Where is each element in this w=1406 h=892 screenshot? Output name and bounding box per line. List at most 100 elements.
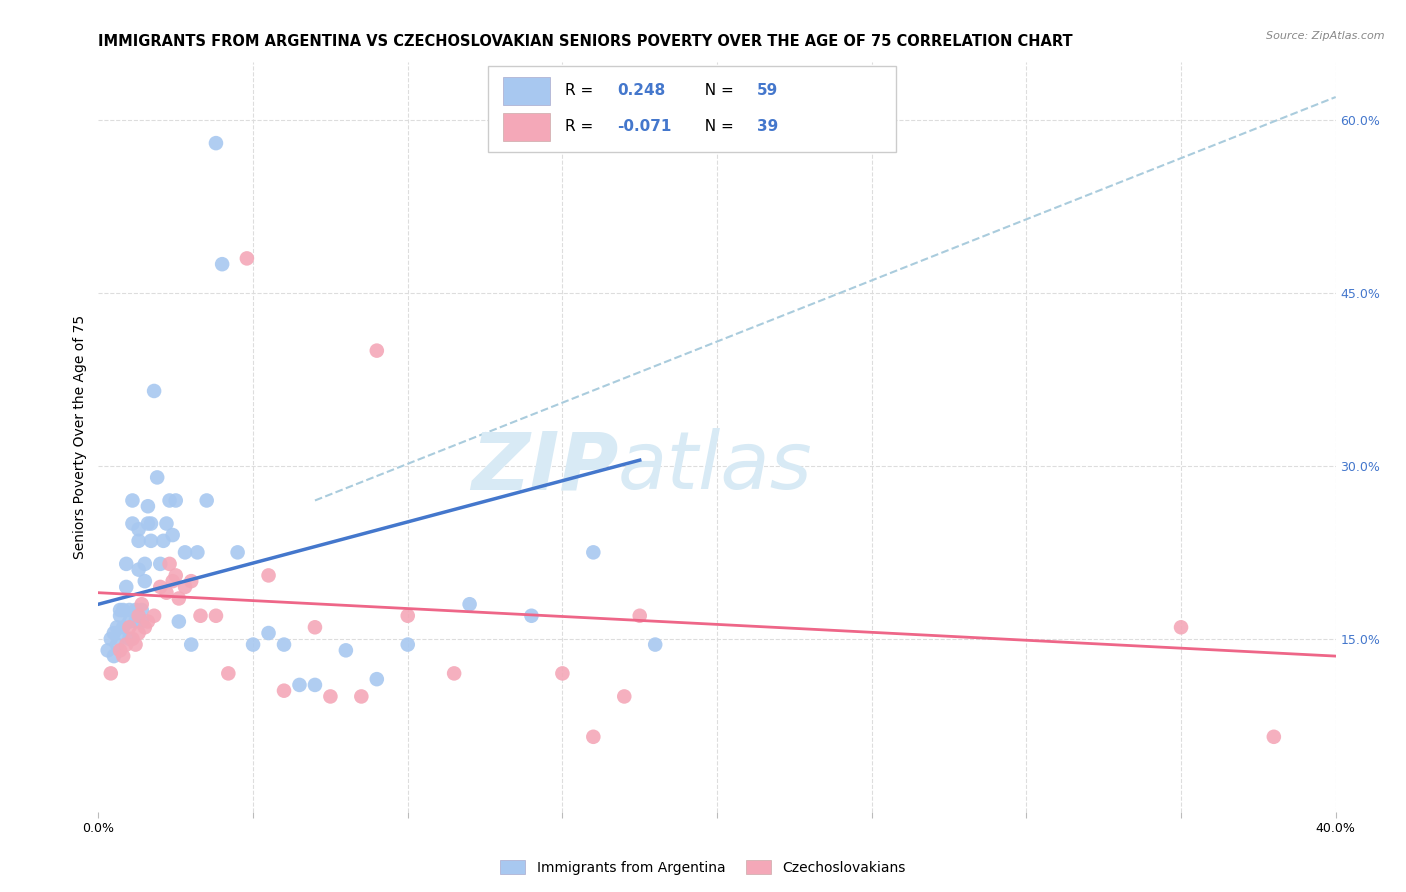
Text: -0.071: -0.071	[617, 120, 671, 135]
Point	[180, 574, 202, 589]
Point	[195, 493, 218, 508]
Point	[366, 672, 388, 686]
Point	[121, 632, 143, 646]
Point	[174, 545, 197, 559]
Point	[159, 493, 181, 508]
Point	[458, 597, 481, 611]
Text: N =: N =	[695, 84, 738, 98]
Text: R =: R =	[565, 120, 598, 135]
Point	[97, 643, 120, 657]
Text: 0.248: 0.248	[617, 84, 665, 98]
Point	[174, 580, 197, 594]
Point	[149, 557, 172, 571]
Point	[319, 690, 342, 704]
Point	[159, 557, 181, 571]
Text: ZIP: ZIP	[471, 428, 619, 506]
Point	[211, 257, 233, 271]
Point	[155, 585, 177, 599]
Point	[304, 678, 326, 692]
Point	[136, 615, 159, 629]
Point	[146, 470, 169, 484]
Text: atlas: atlas	[619, 428, 813, 506]
Point	[143, 608, 166, 623]
Point	[273, 683, 295, 698]
Point	[226, 545, 249, 559]
Point	[582, 545, 605, 559]
Point	[335, 643, 357, 657]
Point	[115, 638, 138, 652]
Point	[613, 690, 636, 704]
Text: R =: R =	[565, 84, 598, 98]
Point	[155, 516, 177, 531]
Point	[112, 603, 135, 617]
Point	[165, 493, 187, 508]
Point	[131, 597, 153, 611]
Point	[128, 522, 150, 536]
Point	[162, 574, 184, 589]
Point	[124, 603, 146, 617]
Point	[118, 603, 141, 617]
Text: Source: ZipAtlas.com: Source: ZipAtlas.com	[1267, 31, 1385, 41]
Point	[190, 608, 212, 623]
Point	[288, 678, 311, 692]
Point	[582, 730, 605, 744]
Point	[1170, 620, 1192, 634]
Point	[628, 608, 651, 623]
Text: N =: N =	[695, 120, 738, 135]
Point	[205, 608, 228, 623]
Point	[136, 516, 159, 531]
Point	[108, 608, 131, 623]
Point	[105, 620, 128, 634]
Point	[134, 557, 156, 571]
Point	[131, 603, 153, 617]
Point	[149, 580, 172, 594]
Point	[186, 545, 208, 559]
Point	[396, 638, 419, 652]
Point	[124, 615, 146, 629]
Point	[105, 638, 128, 652]
Point	[242, 638, 264, 652]
Point	[112, 649, 135, 664]
Point	[520, 608, 543, 623]
Point	[143, 384, 166, 398]
Point	[128, 626, 150, 640]
Point	[551, 666, 574, 681]
Legend: Immigrants from Argentina, Czechoslovakians: Immigrants from Argentina, Czechoslovaki…	[495, 855, 911, 880]
FancyBboxPatch shape	[503, 112, 550, 141]
Point	[115, 580, 138, 594]
Point	[152, 533, 174, 548]
Point	[121, 516, 143, 531]
Point	[124, 638, 146, 652]
Point	[134, 574, 156, 589]
Point	[128, 533, 150, 548]
Point	[205, 136, 228, 150]
Point	[100, 666, 122, 681]
Point	[1263, 730, 1285, 744]
Point	[273, 638, 295, 652]
Point	[644, 638, 666, 652]
Point	[115, 557, 138, 571]
Point	[103, 649, 125, 664]
Point	[108, 643, 131, 657]
Point	[118, 620, 141, 634]
Point	[236, 252, 259, 266]
Point	[167, 615, 190, 629]
Point	[103, 626, 125, 640]
Point	[162, 528, 184, 542]
Text: IMMIGRANTS FROM ARGENTINA VS CZECHOSLOVAKIAN SENIORS POVERTY OVER THE AGE OF 75 : IMMIGRANTS FROM ARGENTINA VS CZECHOSLOVA…	[98, 34, 1073, 49]
Point	[108, 603, 131, 617]
Point	[257, 626, 280, 640]
Point	[350, 690, 373, 704]
FancyBboxPatch shape	[503, 77, 550, 105]
Point	[304, 620, 326, 634]
Point	[396, 608, 419, 623]
Point	[257, 568, 280, 582]
Point	[165, 568, 187, 582]
Point	[167, 591, 190, 606]
Point	[134, 620, 156, 634]
Point	[366, 343, 388, 358]
Point	[118, 615, 141, 629]
Point	[112, 620, 135, 634]
Point	[180, 638, 202, 652]
Text: 39: 39	[756, 120, 778, 135]
